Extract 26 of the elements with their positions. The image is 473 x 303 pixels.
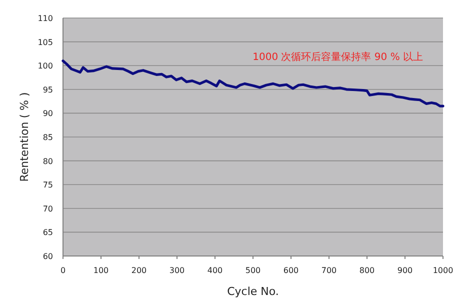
x-tick-label: 0 [60, 266, 66, 275]
x-tick-label: 500 [245, 266, 261, 275]
y-tick-label: 75 [42, 180, 53, 190]
y-tick-label: 70 [42, 204, 53, 214]
y-tick-label: 105 [38, 38, 53, 47]
annotation: 1000 次循环后容量保持率 90 % 以上 [252, 51, 423, 63]
y-tick-label: 100 [38, 62, 53, 71]
y-tick-label: 85 [42, 133, 53, 142]
x-tick-label: 900 [397, 266, 413, 275]
y-tick-label: 60 [42, 252, 53, 261]
x-tick-label: 100 [93, 266, 109, 275]
x-tick-label: 400 [207, 266, 223, 275]
y-tick-label: 95 [42, 85, 53, 94]
x-tick-label: 700 [321, 266, 337, 275]
x-axis-title: Cycle No. [227, 285, 279, 298]
x-tick-label: 800 [359, 266, 375, 275]
y-tick-label: 65 [42, 228, 53, 238]
x-tick-label: 1000 [432, 266, 454, 275]
y-tick-label: 110 [38, 14, 53, 23]
x-tick-label: 300 [169, 266, 185, 275]
x-tick-label: 200 [131, 266, 147, 275]
y-tick-label: 90 [42, 109, 53, 118]
y-axis-title: Rentention ( % ) [18, 92, 31, 182]
y-tick-label: 80 [42, 156, 53, 166]
line-series [62, 60, 444, 108]
x-tick-label: 600 [283, 266, 299, 275]
